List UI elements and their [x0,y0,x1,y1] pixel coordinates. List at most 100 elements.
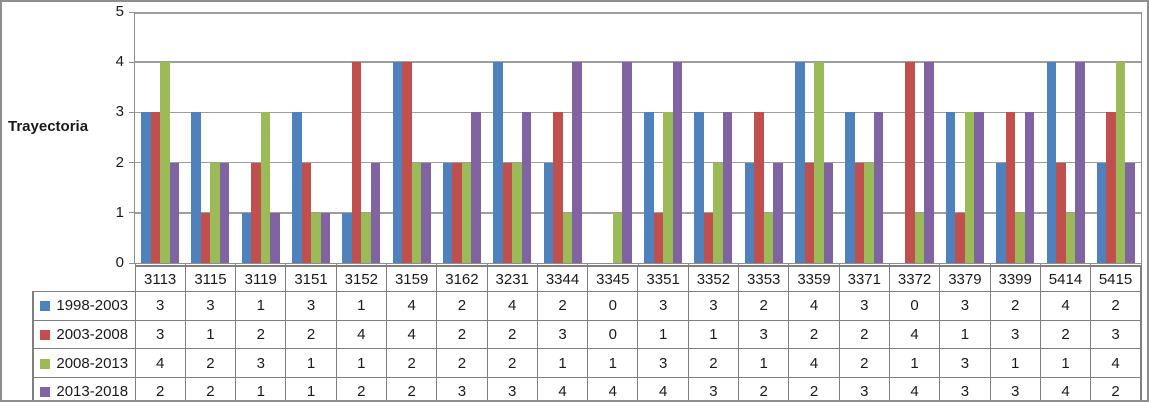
bar-1998-2003 [342,212,352,263]
y-tick-label: 4 [115,53,124,71]
bar-2008-2013 [160,62,170,263]
bar-2013-2018 [1125,162,1135,263]
category-header-cell: 3352 [687,265,740,292]
value-cell: 3 [134,291,186,321]
value-cell: 2 [184,348,237,379]
y-tick-label: 3 [115,103,124,121]
x-tick-mark [335,263,337,267]
legend-swatch [40,301,51,312]
bar-group-3152 [336,12,386,263]
bar-2008-2013 [763,212,774,263]
bar-2013-2018 [421,162,431,263]
value-cell: 2 [436,291,488,321]
bar-2008-2013 [663,112,673,263]
value-cell: 3 [184,291,237,321]
bar-1998-2003 [644,112,654,263]
value-cell: 1 [285,348,337,379]
y-tick-label: 1 [115,203,124,221]
value-cell: 2 [184,377,237,400]
series-row-2013-2018: 2013-2018 2 2 1 1 2 2 3 3 4 4 4 3 2 2 3 4 3 3 4 2 [32,377,1142,400]
value-cell: 1 [738,348,790,379]
category-header-cell: 5415 [1090,265,1142,292]
legend-swatch [40,387,51,398]
x-tick-mark [838,263,840,267]
bar-2003-2008 [703,212,714,263]
bar-2013-2018 [169,162,180,263]
value-cell: 3 [134,319,186,350]
bar-2003-2008 [502,162,513,263]
y-tick-mark [129,162,134,164]
bar-2008-2013 [361,212,371,263]
bar-1998-2003 [945,112,956,263]
bar-2003-2008 [1106,112,1116,263]
category-header-cell: 3372 [888,265,941,292]
value-cell: 3 [838,291,890,321]
value-cell: 1 [1039,348,1092,379]
bar-group-3379 [940,12,990,263]
bar-2013-2018 [521,112,532,263]
value-cell: 2 [989,291,1041,321]
y-tick-mark [129,262,134,264]
bar-1998-2003 [292,112,302,263]
value-cell: 4 [134,348,186,379]
value-cell: 4 [335,319,387,350]
value-cell: 4 [888,319,941,350]
bar-1998-2003 [543,162,554,263]
value-cell: 3 [989,377,1041,400]
value-cell: 3 [285,291,337,321]
bar-2013-2018 [270,212,280,263]
category-header-cell: 3162 [436,265,488,292]
value-cell: 3 [687,291,740,321]
bar-group-3345 [588,12,638,263]
value-cell: 3 [637,291,689,321]
value-cell: 3 [536,319,589,350]
bar-group-3115 [185,12,235,263]
value-cell: 1 [335,348,387,379]
value-cell: 1 [587,348,639,379]
legend-cell: 2008-2013 [32,348,136,379]
value-cell: 0 [587,291,639,321]
y-tick-label: 0 [115,254,124,271]
gridline [135,111,1141,114]
category-header-cell: 3379 [939,265,991,292]
value-cell: 4 [788,348,840,379]
value-cell: 2 [788,377,840,400]
bar-1998-2003 [694,112,704,263]
bar-2008-2013 [461,162,472,263]
value-cell: 2 [385,377,438,400]
x-tick-mark [1140,263,1142,267]
category-header-cell: 3351 [637,265,689,292]
value-cell: 1 [888,348,941,379]
x-tick-mark [1090,263,1092,267]
bar-2003-2008 [1056,162,1066,263]
legend-label: 1998-2003 [56,297,129,315]
gridline [135,61,1141,63]
x-tick-mark [235,263,237,267]
bar-1998-2003 [1096,162,1107,263]
value-cell: 2 [436,348,488,379]
value-cell: 2 [235,319,287,350]
bar-2013-2018 [1024,112,1035,263]
y-tick-mark [129,11,134,13]
legend-cell: 1998-2003 [32,291,136,321]
bar-group-3159 [387,12,437,263]
y-tick-mark [129,61,134,63]
gridline [135,12,1141,14]
value-cell: 3 [989,319,1041,350]
category-header-cell: 3359 [788,265,840,292]
bar-1998-2003 [795,62,805,263]
bar-group-3353 [739,12,789,263]
category-header-cell: 3152 [335,265,387,292]
value-cell: 1 [235,377,287,400]
value-cell: 1 [637,319,689,350]
bar-1998-2003 [141,112,151,263]
bar-2003-2008 [653,212,664,263]
bar-2008-2013 [864,162,874,263]
series-row-2003-2008: 2003-2008 3 1 2 2 4 4 2 2 3 0 1 1 3 2 2 4 1 3 2 3 [32,319,1142,350]
bar-2008-2013 [260,112,271,263]
category-header-row: 3113 3115 3119 3151 3152 3159 3162 3231 3344 3345… [33,265,1142,292]
bar-2013-2018 [622,62,632,263]
bar-2008-2013 [311,212,321,263]
bar-2013-2018 [722,112,733,263]
y-axis-title: Trayectoria [8,118,89,135]
